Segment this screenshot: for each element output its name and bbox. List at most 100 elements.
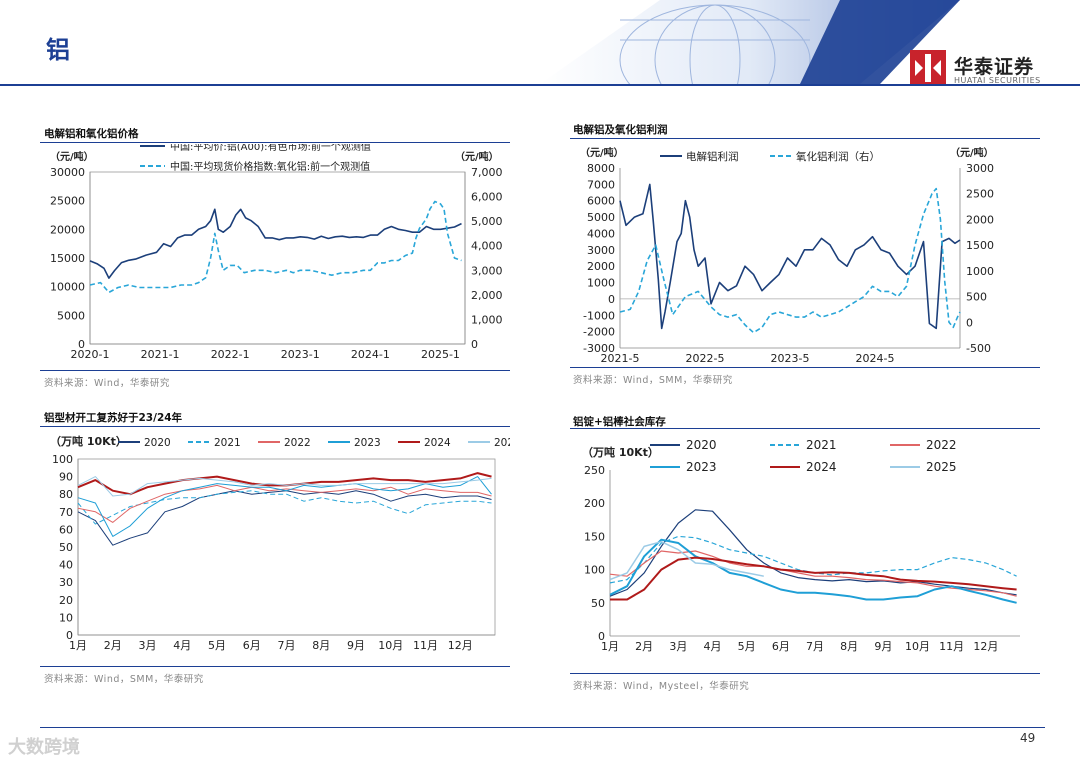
y-tick-label: 10 <box>59 611 73 624</box>
x-tick-label: 2024-1 <box>351 348 390 361</box>
y-tick-label: 250 <box>584 464 605 477</box>
y-tick-label: -3000 <box>583 342 615 355</box>
x-tick-label: 12月 <box>973 640 998 653</box>
legend-label-5: 2025 <box>926 460 957 474</box>
x-tick-label: 2021-1 <box>141 348 180 361</box>
chart-aluminum-alumina-profit: -3000-2000-10000100020003000400050006000… <box>580 146 994 365</box>
y2-tick-label: 7,000 <box>471 166 503 179</box>
panel-rule-1 <box>40 142 510 143</box>
y-tick-label: 3000 <box>587 244 615 257</box>
x-tick-label: 2023-1 <box>281 348 320 361</box>
source-note-1: 资料来源：Wind，华泰研究 <box>44 378 170 389</box>
panel-rule-4 <box>570 428 1040 429</box>
legend-label-2: 2022 <box>284 437 311 449</box>
x-tick-label: 2022-5 <box>686 352 725 365</box>
y-tick-label: 4000 <box>587 227 615 240</box>
y-axis-title: （元/吨） <box>580 146 624 159</box>
x-tick-label: 2025-1 <box>421 348 460 361</box>
header-globe-banner <box>540 0 960 84</box>
x-tick-label: 5月 <box>208 639 226 652</box>
y-tick-label: 2000 <box>587 260 615 273</box>
x-tick-label: 7月 <box>806 640 824 653</box>
series-line-2 <box>609 550 1017 597</box>
brand-name: 华泰证券 <box>954 56 1035 78</box>
y-tick-label: 0 <box>608 293 615 306</box>
series-line-0 <box>89 208 462 279</box>
x-tick-label: 1月 <box>69 639 87 652</box>
watermark: 大数跨境 <box>8 737 80 758</box>
legend-label-5: 2025 <box>494 437 510 449</box>
y-tick-label: 1000 <box>587 277 615 290</box>
source-note-2: 资料来源：Wind，SMM，华泰研究 <box>573 375 733 386</box>
chart-social-inventory: 0 50 100 150 200 250 1月 2月 3月 4月 5月 6月 7月 8月 9月 10月 11月 1… <box>582 438 1020 653</box>
y2-tick-label: 2500 <box>966 188 994 201</box>
y-tick-label: 200 <box>584 497 605 510</box>
page-title: 铝 <box>46 36 70 64</box>
y-tick-label: 90 <box>59 471 73 484</box>
legend-label-3: 2023 <box>686 460 717 474</box>
x-tick-label: 2024-5 <box>856 352 895 365</box>
y-tick-label: 0 <box>78 338 85 351</box>
x-tick-label: 1月 <box>601 640 619 653</box>
y-tick-label: -2000 <box>583 326 615 339</box>
y2-tick-label: 2,000 <box>471 289 503 302</box>
y-tick-label: 50 <box>59 541 73 554</box>
y2-tick-label: 0 <box>966 316 973 329</box>
y-tick-label: 6000 <box>587 195 615 208</box>
y-tick-label: 50 <box>591 597 605 610</box>
x-tick-label: 7月 <box>278 639 296 652</box>
y2-axis-title: （元/吨） <box>950 146 994 159</box>
brand-logo-icon <box>910 50 946 86</box>
x-tick-label: 2月 <box>104 639 122 652</box>
panel-rule-2 <box>570 138 1040 139</box>
series-line-5 <box>77 476 492 497</box>
y2-axis-title: （元/吨） <box>455 150 499 163</box>
legend-label-4: 2024 <box>424 437 451 449</box>
series-line-1 <box>89 200 462 294</box>
y-tick-label: 20 <box>59 594 73 607</box>
y-tick-label: 70 <box>59 506 73 519</box>
y-tick-label: 5000 <box>57 309 85 322</box>
x-tick-label: 6月 <box>772 640 790 653</box>
x-tick-label: 8月 <box>312 639 330 652</box>
x-tick-label: 6月 <box>243 639 261 652</box>
y-tick-label: 0 <box>66 629 73 642</box>
y-tick-label: 30 <box>59 576 73 589</box>
panel-rule-3 <box>40 426 510 427</box>
legend-label-0: 2020 <box>144 437 171 449</box>
series-line-5 <box>609 540 764 581</box>
y2-tick-label: 500 <box>966 291 987 304</box>
legend-label-4: 2024 <box>806 460 837 474</box>
y-tick-label: 100 <box>52 453 73 466</box>
y2-tick-label: -500 <box>966 342 991 355</box>
legend-label-3: 2023 <box>354 437 381 449</box>
source-note-4: 资料来源：Wind，Mysteel，华泰研究 <box>573 681 750 692</box>
x-tick-label: 2022-1 <box>211 348 250 361</box>
y2-tick-label: 2000 <box>966 213 994 226</box>
panel-rule-2b <box>570 367 1040 368</box>
y2-tick-label: 3,000 <box>471 264 503 277</box>
series-line-1 <box>77 490 492 525</box>
legend-label-2: 2022 <box>926 438 957 452</box>
panel-title-1: 电解铝和氧化铝价格 <box>44 128 139 140</box>
y2-tick-label: 1500 <box>966 239 994 252</box>
panel-title-2: 电解铝及氧化铝利润 <box>573 124 668 136</box>
y-tick-label: 80 <box>59 488 73 501</box>
y-axis-title: （万吨 10Kt） <box>582 445 659 459</box>
x-tick-label: 3月 <box>139 639 157 652</box>
legend-label-0: 电解铝利润 <box>686 150 739 163</box>
y2-tick-label: 1,000 <box>471 313 503 326</box>
y-tick-label: 30000 <box>50 166 85 179</box>
legend-label-0: 2020 <box>686 438 717 452</box>
x-tick-label: 4月 <box>704 640 722 653</box>
x-tick-label: 2月 <box>635 640 653 653</box>
page-number: 49 <box>1020 731 1036 745</box>
legend-label-0: 中国:平均价:铝(A00):有色市场:前一个观测值 <box>170 144 371 153</box>
x-tick-label: 5月 <box>738 640 756 653</box>
panel-title-3: 铝型材开工复苏好于23/24年 <box>44 412 183 424</box>
chart-aluminum-alumina-price: 0 5000 10000 15000 20000 25000 30000 0 1,000 2,00… <box>50 144 503 361</box>
brand-name-en: HUATAI SECURITIES <box>954 76 1041 85</box>
y-tick-label: 5000 <box>587 211 615 224</box>
y-tick-label: 100 <box>584 564 605 577</box>
x-tick-label: 10月 <box>905 640 930 653</box>
